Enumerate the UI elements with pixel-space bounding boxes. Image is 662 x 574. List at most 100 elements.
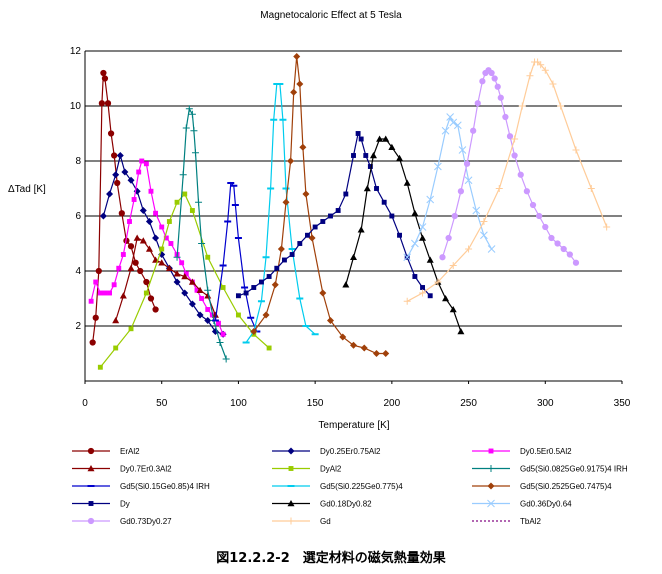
- data-point: [132, 259, 139, 266]
- data-point: [216, 320, 221, 326]
- legend-swatch-marker: [488, 448, 494, 454]
- data-point: [227, 182, 235, 184]
- legend-item: Gd0.18Dy0.82: [272, 500, 372, 509]
- data-point: [320, 219, 326, 224]
- series-6: [173, 105, 230, 363]
- data-point: [282, 198, 290, 206]
- x-tick-label: 300: [537, 398, 554, 409]
- data-point: [374, 186, 379, 191]
- legend-swatch-marker: [87, 485, 95, 487]
- data-point: [542, 223, 549, 231]
- data-point: [287, 157, 295, 165]
- data-point: [411, 209, 419, 217]
- legend-item: Dy0.7Er0.3Al2: [72, 465, 172, 474]
- data-point: [457, 328, 465, 335]
- data-point: [511, 152, 518, 159]
- data-point: [104, 100, 112, 107]
- legend-swatch-marker: [287, 447, 295, 455]
- series-line: [238, 131, 431, 297]
- data-point: [479, 78, 486, 85]
- data-point: [282, 257, 287, 263]
- data-point: [185, 105, 193, 113]
- series-line: [253, 56, 386, 355]
- series-4: [112, 234, 219, 324]
- data-point: [426, 256, 434, 263]
- series-line: [345, 138, 462, 332]
- x-tick-label: 0: [82, 398, 88, 409]
- legend-label: ErAl2: [120, 447, 140, 456]
- data-point: [293, 53, 301, 60]
- legend: ErAl2 Dy0.25Er0.75Al2 Dy0.5Er0.5Al2 Dy0.7Er…: [72, 447, 628, 526]
- data-point: [181, 289, 189, 297]
- data-point: [137, 267, 144, 275]
- data-point: [243, 290, 249, 296]
- data-point: [116, 265, 122, 271]
- data-point: [99, 212, 107, 220]
- data-point: [111, 282, 117, 288]
- data-point: [587, 185, 595, 192]
- data-point: [188, 300, 196, 308]
- data-point: [449, 118, 458, 127]
- legend-swatch-marker: [88, 501, 94, 506]
- data-point: [128, 326, 134, 332]
- data-point: [241, 286, 249, 289]
- data-point: [296, 80, 304, 88]
- data-point: [494, 83, 501, 90]
- data-point: [308, 234, 316, 242]
- data-point: [235, 293, 241, 299]
- data-point: [139, 237, 147, 244]
- data-point: [388, 143, 396, 151]
- data-point: [196, 286, 204, 294]
- legend-swatch-marker: [87, 517, 95, 525]
- data-point: [382, 350, 390, 357]
- y-tick-label: 4: [75, 266, 81, 277]
- data-point: [102, 290, 108, 296]
- data-point: [367, 164, 373, 169]
- legend-item: Gd0.73Dy0.27: [72, 517, 172, 526]
- legend-label: Gd5(Si0.225Ge0.775)4: [320, 482, 403, 491]
- data-point: [93, 279, 99, 285]
- x-tick-label: 250: [460, 398, 477, 409]
- data-point: [427, 293, 433, 299]
- data-point: [445, 234, 452, 242]
- data-point: [434, 162, 442, 171]
- chart-title: Magnetocaloric Effect at 5 Tesla: [260, 10, 402, 21]
- legend-label: DyAl2: [320, 465, 342, 474]
- data-point: [342, 281, 350, 288]
- data-point: [101, 75, 109, 82]
- data-point: [389, 213, 395, 219]
- data-point: [381, 199, 387, 205]
- data-point: [195, 198, 203, 206]
- data-point: [276, 83, 284, 85]
- data-point: [97, 290, 103, 296]
- legend-label: Gd0.73Dy0.27: [120, 517, 172, 526]
- legend-swatch-marker: [487, 499, 495, 508]
- data-point: [502, 113, 509, 121]
- data-point: [472, 206, 481, 215]
- data-point: [179, 171, 187, 179]
- data-point: [250, 328, 258, 335]
- data-point: [188, 278, 196, 285]
- data-point: [560, 245, 567, 253]
- legend-label: TbAl2: [520, 517, 541, 526]
- series-2: [99, 152, 227, 338]
- data-point: [234, 237, 242, 239]
- data-point: [231, 204, 239, 206]
- data-point: [418, 223, 427, 231]
- legend-item: Gd5(Si0.0825Ge0.9175)4 IRH: [472, 465, 628, 474]
- data-point: [107, 290, 112, 296]
- data-point: [145, 245, 153, 252]
- data-point: [411, 239, 419, 248]
- data-point: [434, 278, 442, 286]
- data-point: [247, 316, 255, 319]
- data-point: [189, 208, 195, 213]
- series-10: [235, 131, 433, 299]
- data-point: [230, 184, 238, 187]
- data-point: [168, 241, 174, 246]
- data-point: [557, 102, 565, 110]
- data-point: [339, 333, 347, 341]
- legend-item: Dy0.5Er0.5Al2: [472, 447, 572, 456]
- series-line: [115, 237, 216, 321]
- data-point: [158, 259, 166, 266]
- data-point: [222, 355, 230, 363]
